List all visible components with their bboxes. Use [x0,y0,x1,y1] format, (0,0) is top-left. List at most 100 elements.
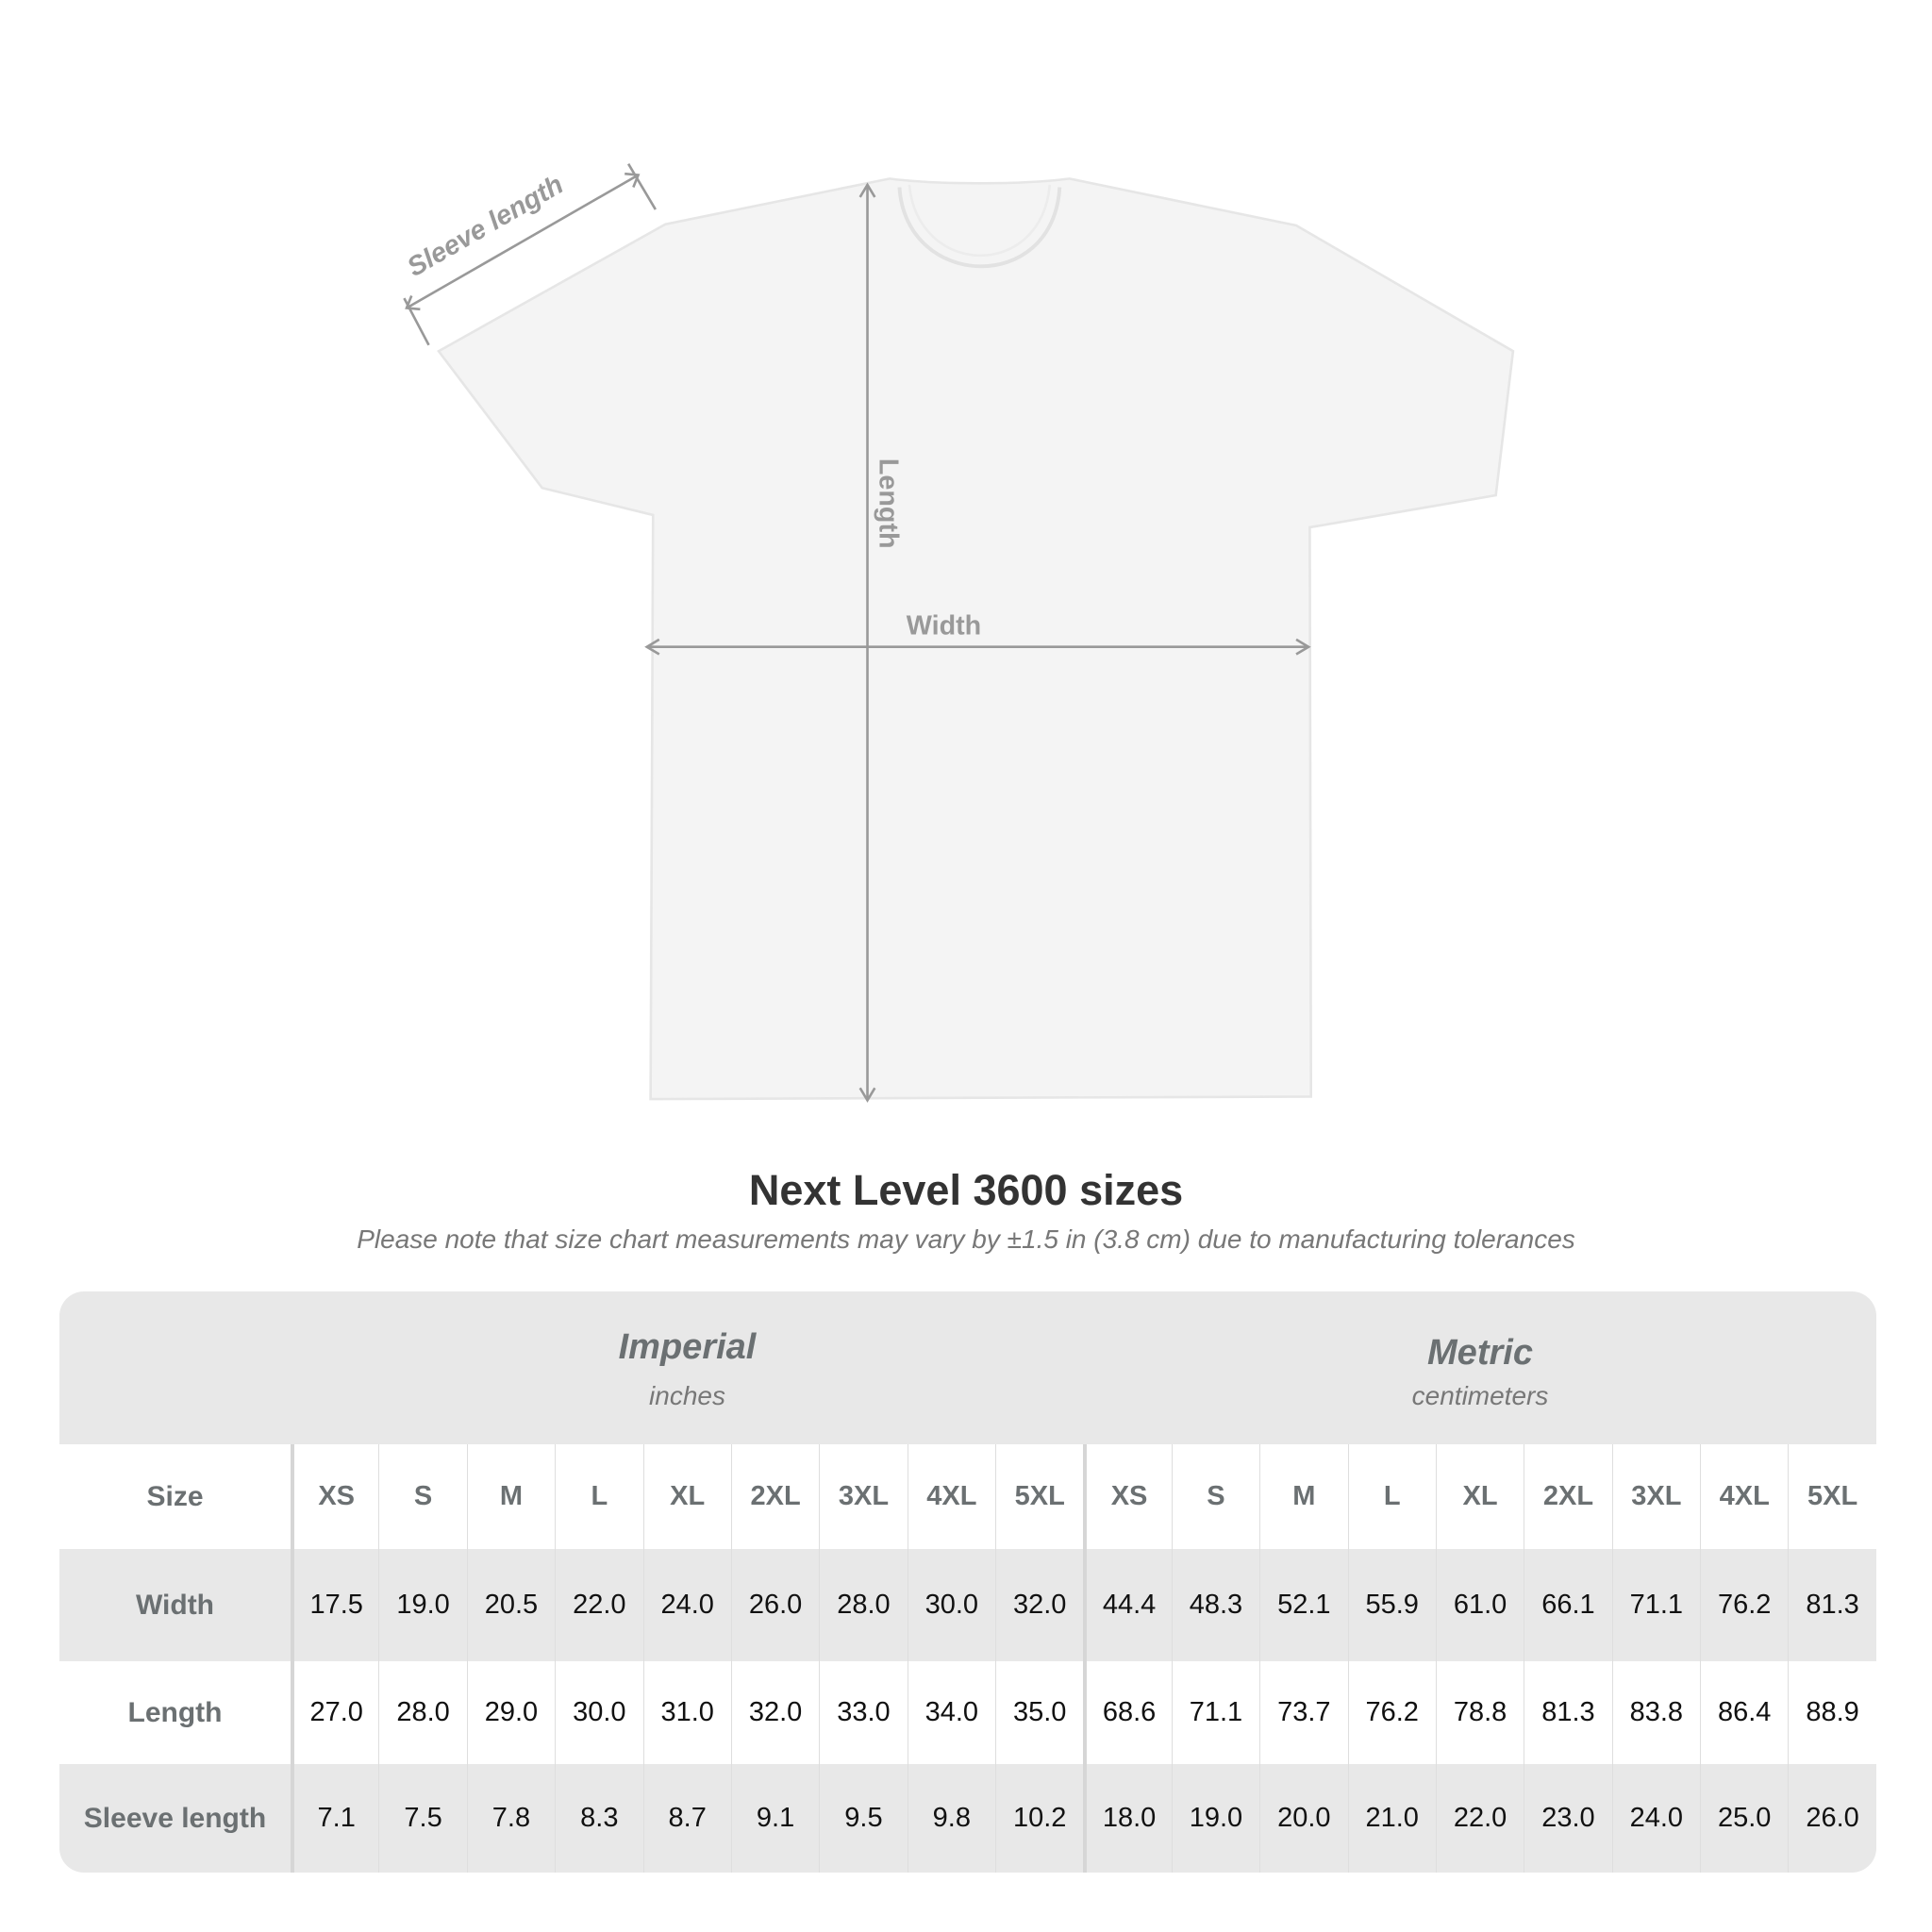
metric-value-cell: 19.0 [1171,1764,1259,1873]
imperial-size-m: M [466,1444,555,1549]
metric-size-5xl: 5XL [1788,1444,1875,1549]
page-title: Next Level 3600 sizes [748,1166,1184,1214]
metric-value-cell: 68.6 [1083,1661,1171,1764]
width-arrow-head-right [1295,638,1311,656]
metric-value-cell: 23.0 [1524,1764,1611,1873]
metric-value-cell: 83.8 [1611,1661,1700,1764]
imperial-size-l: L [555,1444,642,1549]
width-label: Width [907,611,981,641]
metric-value-cell: 78.8 [1435,1661,1524,1764]
metric-value-cell: 22.0 [1435,1764,1524,1873]
metric-value-cell: 21.0 [1347,1764,1436,1873]
metric-value-cell: 88.9 [1788,1661,1875,1764]
imperial-value-cell: 32.0 [995,1549,1083,1661]
metric-value-cell: 81.3 [1524,1661,1611,1764]
row-label: Sleeve length [83,1802,267,1834]
metric-value-cell: 18.0 [1083,1764,1171,1873]
metric-size-l: L [1347,1444,1436,1549]
tshirt-collar [897,187,1062,269]
imperial-value-cell: 8.3 [555,1764,642,1873]
sleeve-arrow-head-left [405,294,421,311]
imperial-value-cell: 20.5 [466,1549,555,1661]
imperial-value-cell: 7.5 [378,1764,466,1873]
imperial-size-xl: XL [642,1444,731,1549]
imperial-value-cell: 22.0 [555,1549,642,1661]
imperial-value-cell: 7.8 [466,1764,555,1873]
metric-header: Metric centimeters [1084,1333,1876,1486]
imperial-value-cell: 28.0 [819,1549,907,1661]
tshirt-image [437,177,1515,1101]
metric-value-cell: 66.1 [1524,1549,1611,1661]
length-arrow-head-top [858,182,876,198]
metric-value-cell: 52.1 [1259,1549,1347,1661]
metric-value-cell: 61.0 [1435,1549,1524,1661]
sleeve-end-tick-left [403,297,430,346]
imperial-size-xs: XS [291,1444,378,1549]
metric-size-2xl: 2XL [1524,1444,1611,1549]
metric-size-xs: XS [1083,1444,1171,1549]
table-row: Length 27.0 28.0 29.0 30.0 31.0 32.0 33.0 34.0 35… [59,1661,1876,1764]
metric-value-cell: 48.3 [1171,1549,1259,1661]
metric-value-cell: 71.1 [1611,1549,1700,1661]
tolerance-note: Please note that size chart measurements… [357,1224,1575,1254]
imperial-value-cell: 31.0 [642,1661,731,1764]
imperial-value-cell: 7.1 [291,1764,378,1873]
imperial-value-cell: 9.8 [907,1764,995,1873]
sleeve-length-label: Sleeve length [402,170,568,283]
size-header-row: Size XS S M L XL 2XL 3XL 4XL 5XL XS S M L XL 2XL 3XL 4XL 5… [59,1444,1876,1549]
size-header-label: Size [146,1480,204,1512]
metric-value-cell: 25.0 [1700,1764,1788,1873]
metric-label: Metric [1427,1333,1533,1373]
imperial-size-2xl: 2XL [730,1444,819,1549]
imperial-label: Imperial [618,1327,757,1367]
imperial-value-cell: 32.0 [730,1661,819,1764]
metric-value-cell: 76.2 [1700,1549,1788,1661]
metric-size-3xl: 3XL [1611,1444,1700,1549]
metric-value-cell: 26.0 [1788,1764,1875,1873]
metric-value-cell: 20.0 [1259,1764,1347,1873]
metric-size-xl: XL [1435,1444,1524,1549]
imperial-value-cell: 9.1 [730,1764,819,1873]
sleeve-arrow-head-right [625,172,641,189]
imperial-size-4xl: 4XL [907,1444,995,1549]
metric-size-s: S [1171,1444,1259,1549]
table-row: Width 17.5 19.0 20.5 22.0 24.0 26.0 28.0 30.0 32.… [59,1549,1876,1661]
imperial-value-cell: 17.5 [291,1549,378,1661]
imperial-value-cell: 9.5 [819,1764,907,1873]
sleeve-arrow [406,174,640,309]
imperial-value-cell: 34.0 [907,1661,995,1764]
imperial-value-cell: 28.0 [378,1661,466,1764]
length-label: Length [874,458,904,549]
tshirt-collar-inner [908,184,1052,258]
sleeve-end-tick-right [626,163,657,210]
imperial-value-cell: 8.7 [642,1764,731,1873]
imperial-value-cell: 30.0 [555,1661,642,1764]
metric-value-cell: 55.9 [1347,1549,1436,1661]
table-row: Sleeve length 7.1 7.5 7.8 8.3 8.7 9.1 9.5 9.8 10.… [59,1764,1876,1873]
size-table: Imperial inches Metric centimeters Size X… [59,1291,1876,1873]
metric-size-m: M [1259,1444,1347,1549]
imperial-size-s: S [378,1444,466,1549]
imperial-value-cell: 26.0 [730,1549,819,1661]
imperial-header: Imperial inches [291,1327,1084,1480]
metric-value-cell: 76.2 [1347,1661,1436,1764]
row-label: Length [127,1696,223,1728]
metric-size-4xl: 4XL [1700,1444,1788,1549]
imperial-value-cell: 33.0 [819,1661,907,1764]
metric-value-cell: 71.1 [1171,1661,1259,1764]
metric-unit: centimeters [1411,1381,1549,1410]
imperial-value-cell: 19.0 [378,1549,466,1661]
length-arrow-head-bottom [858,1087,876,1103]
width-arrow-head-left [644,638,660,656]
imperial-value-cell: 30.0 [907,1549,995,1661]
metric-value-cell: 86.4 [1700,1661,1788,1764]
metric-value-cell: 44.4 [1083,1549,1171,1661]
row-label: Width [135,1589,215,1621]
metric-value-cell: 24.0 [1611,1764,1700,1873]
imperial-value-cell: 24.0 [642,1549,731,1661]
metric-value-cell: 81.3 [1788,1549,1875,1661]
imperial-size-5xl: 5XL [995,1444,1083,1549]
imperial-value-cell: 35.0 [995,1661,1083,1764]
imperial-size-3xl: 3XL [819,1444,907,1549]
